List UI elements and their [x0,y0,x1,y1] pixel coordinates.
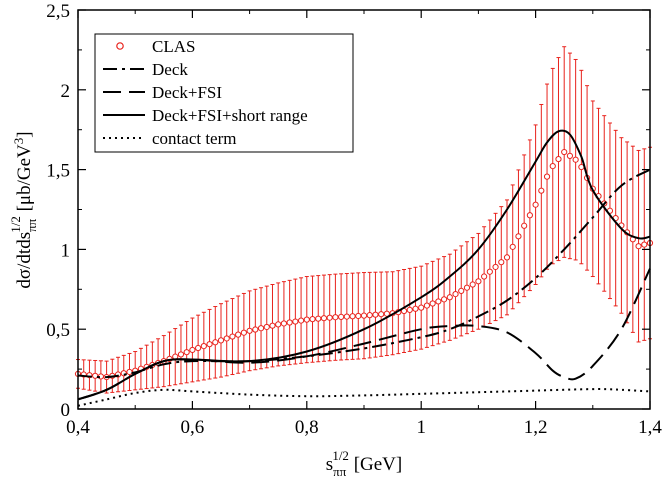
data-point [521,222,528,229]
data-point [200,343,207,350]
data-point [349,313,356,320]
data-point [418,304,425,311]
data-point [549,162,556,170]
legend-marker-clas [116,42,124,50]
y-tick-label: 2 [61,81,71,102]
data-point [309,316,316,323]
data-point [429,300,436,307]
data-point [481,273,488,280]
legend-label-clas: CLAS [152,37,195,56]
x-tick-label: 0,4 [66,417,90,438]
data-point [269,322,276,329]
data-point [212,339,219,346]
data-point [246,327,253,334]
x-tick-label: 1,4 [638,417,662,438]
data-point [257,325,265,332]
data-point [440,296,448,303]
data-point [355,312,362,320]
data-point [532,201,539,208]
data-point [292,318,299,325]
data-point [498,259,505,266]
data-point [366,312,373,319]
x-tick-label: 0,6 [181,417,205,438]
data-point [561,148,568,156]
data-point [360,312,368,319]
y-tick-label: 1 [61,240,71,261]
data-point [338,313,345,321]
data-point [206,341,213,348]
data-point [543,173,551,180]
data-point [526,212,533,219]
data-point [486,268,493,275]
x-tick-label: 0,8 [295,417,319,438]
data-point [263,323,270,331]
data-point [235,331,242,338]
data-point [275,321,282,328]
data-point [297,317,305,324]
data-point [372,311,379,318]
data-point [458,287,465,294]
data-point [92,372,99,379]
data-point [503,254,511,261]
data-point [286,319,293,326]
y-tick-label: 1,5 [46,161,70,182]
data-point [463,284,471,291]
data-point [177,351,185,358]
data-point [492,263,499,271]
data-point [538,187,545,194]
data-point [446,294,453,301]
data-point [326,314,333,321]
data-point [343,313,350,320]
data-point [641,241,648,248]
series-contact-term [77,388,651,407]
data-point [378,311,385,318]
data-point [406,306,413,313]
legend: CLAS Deck Deck+FSI Deck+FSI+short range cont… [94,33,354,153]
x-axis-label: sππ1/2 [GeV] [326,448,402,479]
y-tick-label: 0 [61,400,71,421]
x-tick-label: 1 [416,417,426,438]
legend-label-contact-term: contact term [152,129,237,148]
data-point [555,155,562,163]
data-point [303,316,310,323]
data-point [509,243,516,250]
data-point [515,233,522,240]
data-point [320,315,328,322]
data-point [635,243,642,250]
data-point [189,346,196,354]
data-point [423,302,431,309]
data-point [217,337,225,344]
data-point [240,329,247,336]
data-point [469,281,476,288]
legend-items: CLAS Deck Deck+FSI Deck+FSI+short range cont… [103,37,308,148]
legend-label-deck-fsi: Deck+FSI [152,83,222,102]
data-point [183,349,190,356]
legend-label-deck: Deck [152,60,188,79]
data-point [252,326,259,333]
data-point [280,320,288,327]
data-point [315,315,322,322]
data-point [566,152,574,159]
y-tick-label: 2,5 [46,1,70,22]
data-point [572,156,579,163]
ticks-layer: 0,4 0,6 0,8 1 1,2 1,4 0 0,5 1 1,5 2 2,5 [46,1,662,438]
data-point [195,344,202,352]
data-point [412,305,419,312]
series-deck-fsi-short-range [77,129,651,401]
data-point [126,368,133,376]
legend-label-deck-fsi-short-range: Deck+FSI+short range [152,106,308,125]
data-point [435,298,442,305]
data-point [332,314,339,321]
data-point [452,290,459,298]
data-point [223,335,230,342]
data-point [475,278,482,285]
y-axis-label: dσ/dtdsππ1/2 [μb/GeV3] [8,131,39,288]
data-point [229,333,236,340]
x-tick-label: 1,2 [524,417,548,438]
y-tick-label: 0,5 [46,320,70,341]
